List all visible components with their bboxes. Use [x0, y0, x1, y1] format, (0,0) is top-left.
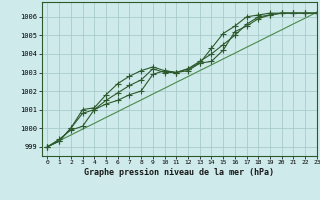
X-axis label: Graphe pression niveau de la mer (hPa): Graphe pression niveau de la mer (hPa)	[84, 168, 274, 177]
